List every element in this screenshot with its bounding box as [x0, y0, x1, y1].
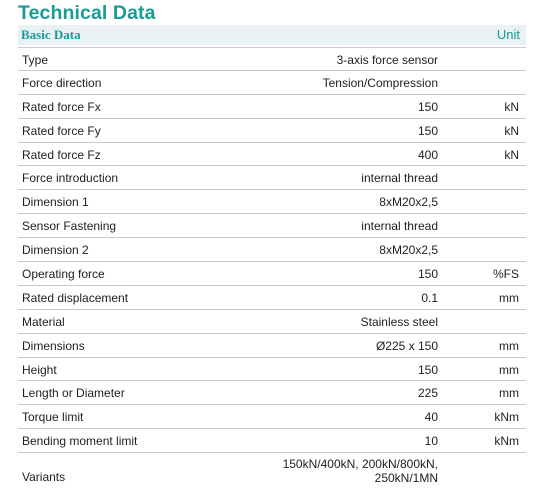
row-label: Rated displacement [22, 290, 129, 305]
row-value: internal thread [361, 171, 438, 186]
row-unit: %FS [492, 267, 519, 282]
table-row: Operating force 150 %FS [18, 262, 526, 286]
row-value: 150 [417, 362, 438, 377]
row-value: 0.1 [421, 290, 438, 305]
row-value: 150 [417, 99, 438, 114]
table-row: Rated force Fy 150 kN [18, 119, 526, 143]
row-value: 40 [424, 410, 438, 425]
row-label: Bending moment limit [22, 434, 138, 449]
row-unit: mm [499, 386, 519, 401]
row-label: Height [22, 362, 57, 377]
technical-data-table: Basic Data Unit Type 3-axis force sensor F… [18, 25, 526, 487]
header-unit: Unit [496, 27, 520, 42]
table-row: Force direction Tension/Compression [18, 71, 526, 95]
row-label: Rated force Fz [22, 147, 101, 162]
row-unit: kN [504, 147, 519, 162]
row-value: 8xM20x2,5 [379, 243, 438, 258]
row-unit: kN [504, 99, 519, 114]
header-label: Basic Data [21, 27, 81, 42]
table-row: Material Stainless steel [18, 310, 526, 334]
row-label: Force direction [22, 75, 102, 90]
row-label: Type [22, 53, 49, 67]
row-value: 225 [417, 386, 438, 401]
page-title: Technical Data [18, 2, 156, 24]
row-label: Dimension 2 [22, 243, 89, 258]
table-row: Force introduction internal thread [18, 166, 526, 191]
row-value: Tension/Compression [322, 75, 438, 90]
row-label: Variants [22, 470, 66, 485]
row-label: Torque limit [22, 410, 84, 425]
table-row: Bending moment limit 10 kNm [18, 429, 526, 454]
row-label: Dimension 1 [22, 195, 89, 210]
row-label: Dimensions [22, 338, 85, 353]
table-row: Variants 150kN/400kN, 200kN/800kN, 250kN/… [18, 453, 526, 487]
table-row: Type 3-axis force sensor [18, 47, 526, 71]
table-row: Dimension 1 8xM20x2,5 [18, 190, 526, 215]
row-value: Ø225 x 150 [375, 338, 438, 353]
row-value: 150kN/400kN, 200kN/800kN, 250kN/1MN [282, 457, 438, 486]
row-value: 150 [417, 123, 438, 138]
table-row: Length or Diameter 225 mm [18, 381, 526, 406]
row-value: 10 [424, 434, 438, 449]
row-value: 3-axis force sensor [336, 53, 438, 67]
table-row: Rated force Fx 150 kN [18, 95, 526, 119]
table-row: Dimensions Ø225 x 150 mm [18, 334, 526, 358]
row-label: Rated force Fx [22, 99, 101, 114]
table-row: Rated force Fz 400 kN [18, 143, 526, 167]
row-value: Stainless steel [360, 314, 438, 329]
row-label: Rated force Fy [22, 123, 101, 138]
row-unit: kNm [494, 410, 519, 425]
row-unit: kN [504, 123, 519, 138]
row-value: 150 [417, 267, 438, 282]
table-row: Rated displacement 0.1 mm [18, 286, 526, 310]
row-label: Material [22, 314, 65, 329]
row-label: Force introduction [22, 171, 119, 186]
row-unit: mm [499, 362, 519, 377]
row-unit: mm [499, 290, 519, 305]
table-row: Height 150 mm [18, 358, 526, 382]
row-value: 8xM20x2,5 [379, 195, 438, 210]
row-label: Sensor Fastening [22, 219, 117, 234]
row-value: 400 [417, 147, 438, 162]
row-unit: mm [499, 338, 519, 353]
table-row: Torque limit 40 kNm [18, 405, 526, 430]
row-unit: kNm [494, 434, 519, 449]
row-label: Length or Diameter [22, 386, 125, 401]
table-header: Basic Data Unit [18, 25, 526, 45]
row-value: internal thread [361, 219, 438, 234]
table-row: Dimension 2 8xM20x2,5 [18, 238, 526, 263]
table-row: Sensor Fastening internal thread [18, 214, 526, 239]
table-body: Type 3-axis force sensor Force direction Te… [18, 47, 526, 487]
row-label: Operating force [22, 267, 105, 282]
